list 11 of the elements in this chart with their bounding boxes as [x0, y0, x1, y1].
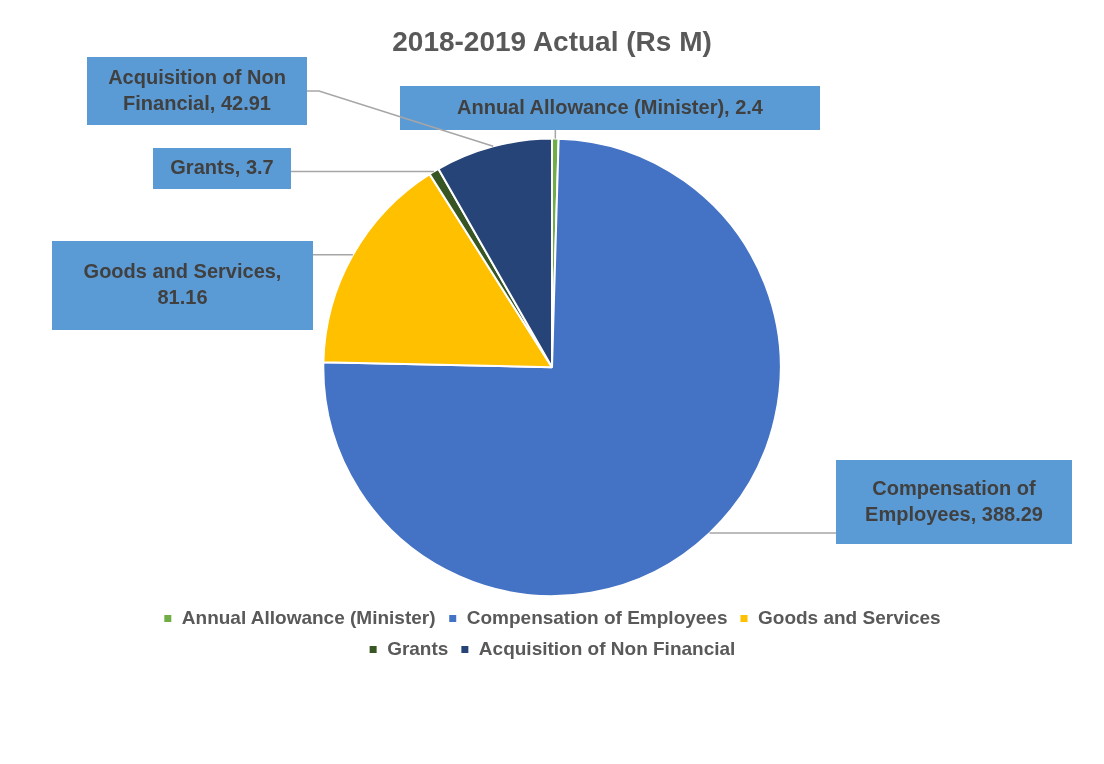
chart-title: 2018-2019 Actual (Rs M): [392, 25, 712, 57]
data-label: Annual Allowance (Minister), 2.4: [457, 95, 764, 118]
legend-label: Compensation of Employees: [466, 606, 728, 628]
data-label: Acquisition of Non Financial, 42.91: [108, 65, 286, 114]
legend-label: Grants: [387, 637, 449, 659]
legend-label: Goods and Services: [758, 606, 941, 628]
data-label: Compensation of Employees, 388.29: [865, 476, 1043, 525]
legend-label: Annual Allowance (Minister): [181, 606, 436, 628]
legend-label: Acquisition of Non Financial: [478, 637, 736, 659]
data-label: Goods and Services, 81.16: [83, 260, 282, 309]
data-label: Grants, 3.7: [170, 156, 274, 179]
